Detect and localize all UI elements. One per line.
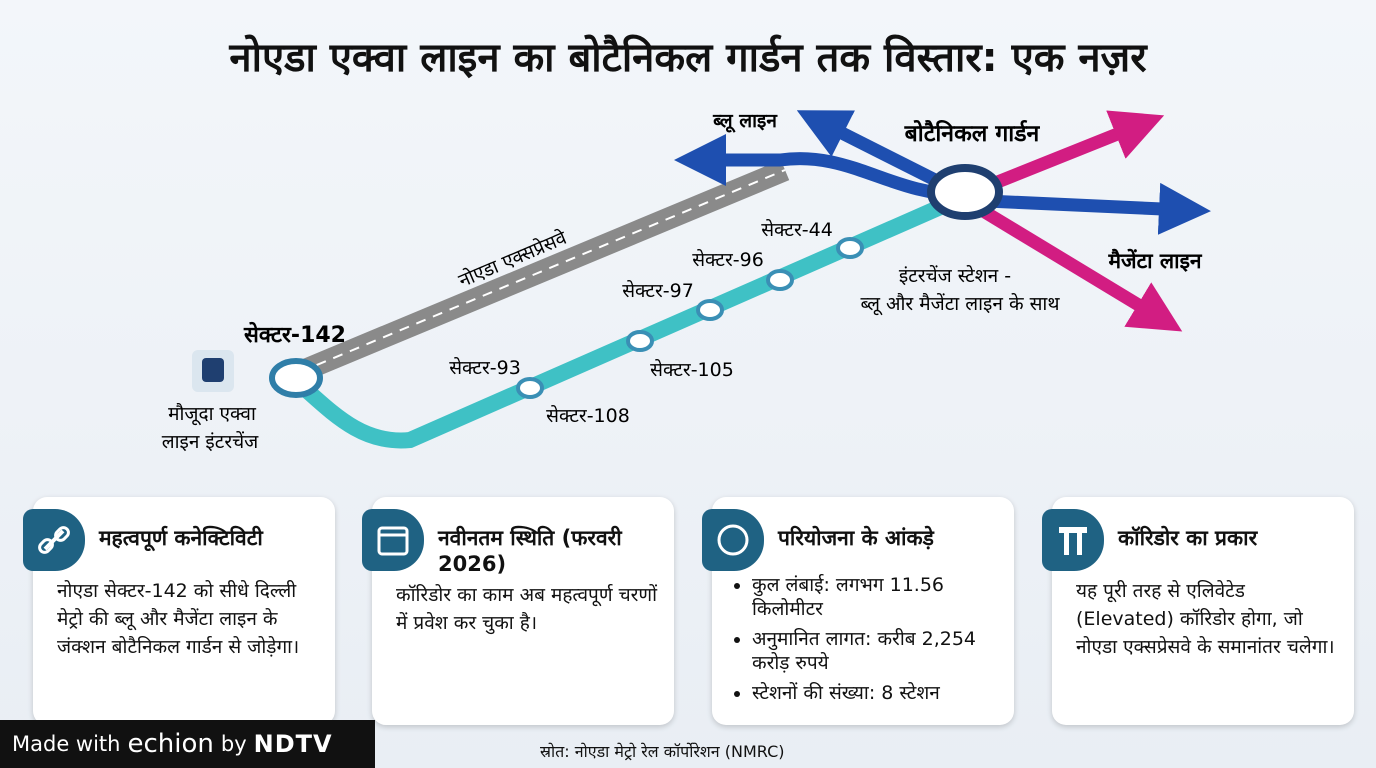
start-node — [269, 358, 323, 398]
icon — [702, 509, 764, 571]
interchange-note: इंटरचेंज स्टेशन - — [899, 264, 1011, 287]
train-icon — [202, 358, 224, 382]
card-body: नोएडा सेक्टर-142 को सीधे दिल्ली मेट्रो क… — [57, 580, 300, 658]
terminal-node — [927, 164, 1003, 220]
badge-org: NDTV — [253, 730, 333, 758]
magenta-line-label: मैजेंटा लाइन — [1107, 248, 1202, 273]
card: कॉरिडोर का प्रकार यह पूरी तरह से एलिवेटे… — [1042, 497, 1354, 725]
road-marking — [299, 169, 786, 373]
icon — [23, 509, 85, 571]
card-item: अनुमानित लागत: करीब 2,254 करोड़ रुपये — [752, 627, 1000, 675]
route-map: ब्लू लाइन बोटैनिकल गार्डन मैजेंटा लाइन इ… — [162, 110, 1211, 453]
station-label: सेक्टर-96 — [692, 248, 764, 271]
title: नोएडा एक्वा लाइन का बोटैनिकल गार्डन तक व… — [229, 35, 1147, 81]
station-label: सेक्टर-44 — [761, 218, 833, 241]
station-label: सेक्टर-93 — [449, 356, 521, 379]
card-title: कॉरिडोर का प्रकार — [1118, 526, 1258, 550]
card-item: कुल लंबाई: लगभग 11.56 किलोमीटर — [752, 573, 1000, 621]
badge-brand: echion — [127, 729, 214, 759]
blue-line — [964, 182, 1211, 235]
source: स्रोत: नोएडा मेट्रो रेल कॉर्पोरेशन (NMRC… — [540, 742, 785, 761]
card: महत्वपूर्ण कनेक्टिविटी नोएडा सेक्टर-142 … — [23, 497, 335, 725]
icon — [1042, 509, 1104, 571]
start-note: मौजूदा एक्वा — [168, 402, 257, 426]
badge: Made with echion by NDTV — [0, 720, 375, 768]
icon — [362, 509, 424, 571]
magenta-line — [961, 194, 1183, 332]
card: नवीनतम स्थिति (फरवरी 2026) कॉरिडोर का का… — [362, 497, 674, 725]
card-body: कॉरिडोर का काम अब महत्वपूर्ण चरणों में प… — [396, 584, 658, 634]
card-body: यह पूरी तरह से एलिवेटेड (Elevated) कॉरिड… — [1076, 580, 1335, 658]
card-title: परियोजना के आंकड़े — [778, 526, 934, 550]
card-list: कुल लंबाई: लगभग 11.56 किलोमीटर अनुमानित … — [736, 573, 1000, 711]
station-label: सेक्टर-108 — [546, 404, 630, 427]
station-nodes — [516, 237, 864, 399]
station-label: सेक्टर-97 — [622, 279, 694, 302]
terminal-label: बोटैनिकल गार्डन — [904, 119, 1041, 147]
station-label: सेक्टर-105 — [650, 358, 734, 381]
badge-text: Made with — [12, 732, 121, 756]
card-item: स्टेशनों की संख्या: 8 स्टेशन — [752, 681, 1000, 705]
blue-line-label: ब्लू लाइन — [712, 110, 778, 133]
card-title: महत्वपूर्ण कनेक्टिविटी — [99, 526, 263, 550]
interchange-note: ब्लू और मैजेंटा लाइन के साथ — [860, 292, 1060, 316]
badge-text: by — [220, 732, 247, 756]
card: परियोजना के आंकड़े कुल लंबाई: लगभग 11.56… — [702, 497, 1014, 725]
card-title: नवीनतम स्थिति (फरवरी 2026) — [438, 526, 622, 576]
start-label: सेक्टर-142 — [243, 321, 346, 348]
start-note: लाइन इंटरचेंज — [162, 430, 259, 453]
